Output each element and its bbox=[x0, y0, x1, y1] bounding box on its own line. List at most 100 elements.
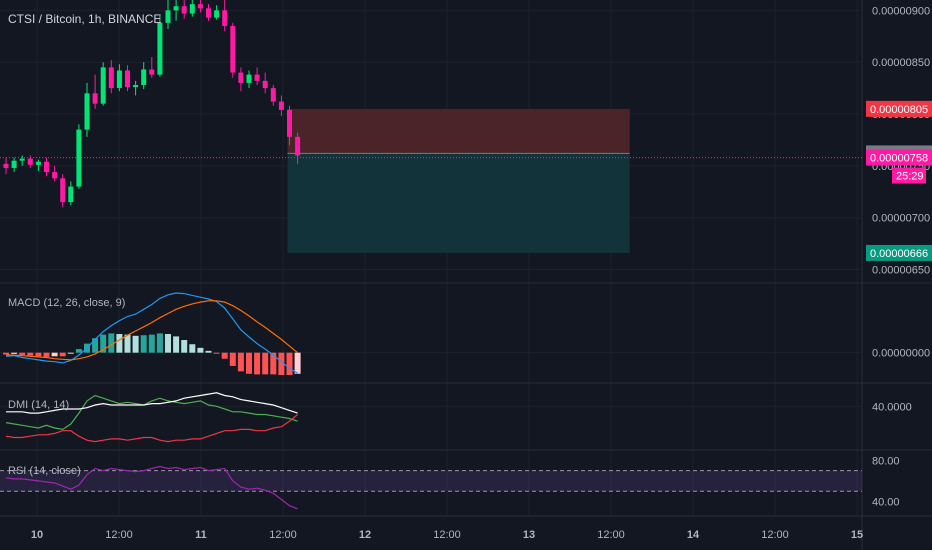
macd-histogram-bar bbox=[148, 334, 155, 353]
rsi-line bbox=[5, 465, 298, 510]
time-tick-label: 11 bbox=[195, 529, 207, 541]
macd-histogram-bar bbox=[43, 352, 50, 357]
price-tag-label: 0.00000805 bbox=[870, 104, 928, 116]
candle-body[interactable] bbox=[11, 160, 17, 168]
candle-body[interactable] bbox=[295, 136, 301, 156]
macd-histogram-bar bbox=[262, 352, 269, 375]
macd-histogram-bar bbox=[51, 352, 58, 357]
candle-body[interactable] bbox=[84, 93, 90, 130]
price-tag-badge bbox=[866, 244, 932, 261]
candle-body[interactable] bbox=[254, 74, 260, 81]
candle-body[interactable] bbox=[230, 25, 236, 73]
candle-body[interactable] bbox=[108, 67, 114, 89]
candle-body[interactable] bbox=[197, 4, 203, 9]
macd-histogram-bar bbox=[246, 352, 252, 374]
candle-body[interactable] bbox=[68, 186, 74, 203]
macd-histogram-bar bbox=[165, 334, 171, 353]
candle-body[interactable] bbox=[92, 93, 98, 104]
dmi-pane[interactable]: DMI (14, 14) bbox=[5, 392, 298, 443]
candle-body[interactable] bbox=[149, 69, 155, 75]
macd-histogram-bar bbox=[3, 352, 9, 355]
candle-body[interactable] bbox=[270, 88, 276, 102]
price-tick-label: 0.00000900 bbox=[872, 5, 930, 17]
macd-histogram-bar bbox=[181, 340, 188, 353]
macd-histogram-bar bbox=[27, 352, 34, 356]
macd-histogram-bar bbox=[237, 352, 244, 372]
candle-body[interactable] bbox=[173, 6, 179, 11]
macd-histogram-bar bbox=[156, 333, 163, 353]
macd-histogram-bar bbox=[254, 352, 261, 375]
price-tag-badge bbox=[866, 100, 932, 117]
price-tag-label: 0.00000758 bbox=[870, 153, 928, 165]
time-tick-label: 12:00 bbox=[105, 529, 133, 541]
candle-body[interactable] bbox=[35, 161, 41, 165]
price-tag-label: 0.00000666 bbox=[870, 248, 928, 260]
candle-body[interactable] bbox=[246, 74, 252, 83]
macd-title: MACD (12, 26, close, 9) bbox=[8, 297, 125, 309]
price-tick-label: 0.00000650 bbox=[872, 265, 930, 277]
candle-body[interactable] bbox=[141, 69, 147, 86]
macd-histogram-bar bbox=[124, 334, 131, 353]
time-tick-label: 15 bbox=[851, 529, 863, 541]
candle-body[interactable] bbox=[125, 70, 130, 88]
candle-body[interactable] bbox=[76, 129, 82, 187]
price-tag-label: 25:29 bbox=[896, 171, 924, 183]
time-tick-label: 12 bbox=[359, 529, 371, 541]
time-tick-label: 12:00 bbox=[761, 529, 789, 541]
macd-histogram-bar bbox=[19, 352, 26, 356]
candle-body[interactable] bbox=[278, 101, 284, 110]
rsi-pane[interactable]: RSI (14, close) bbox=[0, 465, 862, 510]
macd-histogram-bar bbox=[59, 352, 66, 357]
candle-body[interactable] bbox=[52, 172, 58, 179]
time-tick-label: 10 bbox=[31, 529, 43, 541]
price-tick-label: 0.00000700 bbox=[872, 213, 930, 225]
candle-body[interactable] bbox=[189, 4, 195, 14]
rsi-tick-label: 40.00 bbox=[872, 497, 900, 509]
dmi-minus-line bbox=[5, 414, 298, 443]
macd-histogram-bar bbox=[229, 352, 236, 366]
macd-histogram-bar bbox=[116, 334, 123, 353]
candle-body[interactable] bbox=[133, 85, 139, 88]
time-tick-label: 12:00 bbox=[433, 529, 461, 541]
candle-body[interactable] bbox=[222, 10, 228, 26]
candle-body[interactable] bbox=[165, 10, 171, 23]
time-tick-label: 13 bbox=[523, 529, 535, 541]
candle-body[interactable] bbox=[3, 163, 9, 168]
macd-signal-line bbox=[6, 300, 298, 361]
macd-histogram-bar bbox=[270, 352, 277, 375]
candle-body[interactable] bbox=[27, 158, 33, 165]
dmi-adx-line bbox=[6, 392, 298, 414]
candle-body[interactable] bbox=[19, 158, 25, 161]
candle-body[interactable] bbox=[287, 109, 292, 137]
candle-body[interactable] bbox=[262, 80, 268, 89]
stop-loss-zone[interactable] bbox=[287, 108, 630, 154]
dmi-plus-line bbox=[5, 394, 298, 431]
macd-histogram-bar bbox=[197, 347, 204, 353]
candle-body[interactable] bbox=[60, 178, 66, 203]
candle-body[interactable] bbox=[116, 70, 122, 89]
candle-body[interactable] bbox=[238, 72, 244, 83]
macd-histogram-bar bbox=[67, 352, 74, 354]
chart-title: CTSI / Bitcoin, 1h, BINANCE bbox=[8, 12, 161, 26]
price-tick-label: 0.00000850 bbox=[872, 57, 930, 69]
candle-body[interactable] bbox=[181, 6, 187, 14]
axes: 0.000009000.000008500.000008000.00000750… bbox=[31, 5, 932, 541]
candle-body[interactable] bbox=[214, 10, 220, 18]
macd-histogram-bar bbox=[108, 333, 115, 353]
candle-body[interactable] bbox=[44, 161, 49, 173]
price-pane[interactable] bbox=[0, 0, 862, 253]
macd-histogram-bar bbox=[11, 352, 18, 354]
macd-histogram-bar bbox=[140, 335, 147, 353]
time-tick-label: 12:00 bbox=[597, 529, 625, 541]
macd-pane[interactable]: MACD (12, 26, close, 9) bbox=[3, 292, 301, 375]
macd-histogram-bar bbox=[278, 352, 285, 375]
candle-body[interactable] bbox=[100, 67, 106, 104]
price-tag-badge bbox=[892, 167, 926, 184]
macd-histogram-bar bbox=[75, 349, 82, 353]
take-profit-zone[interactable] bbox=[287, 153, 630, 253]
macd-histogram-bar bbox=[294, 352, 301, 374]
candle-body[interactable] bbox=[206, 8, 211, 18]
macd-line bbox=[5, 292, 298, 374]
candle-body[interactable] bbox=[157, 22, 163, 75]
